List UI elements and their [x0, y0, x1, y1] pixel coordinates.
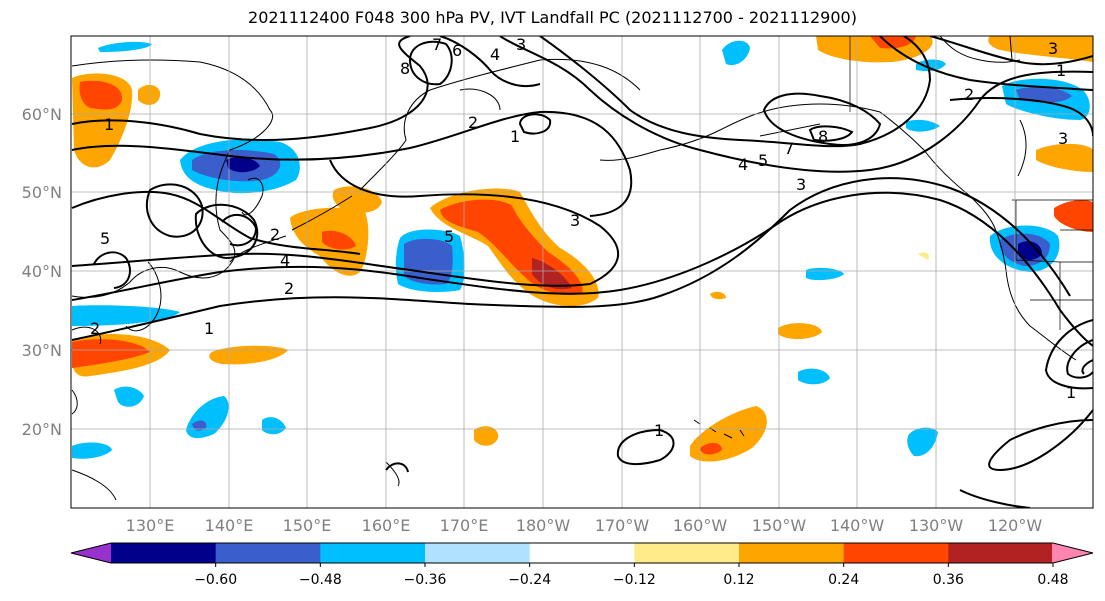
- contour-label: 3: [796, 175, 806, 194]
- negative-anomaly-us-west: [989, 225, 1060, 272]
- contour-label: 3: [516, 35, 526, 54]
- negative-anomaly-w1: [114, 386, 144, 407]
- contour-label: 5: [444, 227, 454, 246]
- lon-tick: 150°W: [752, 516, 807, 535]
- colorbar-tick-label: −0.36: [404, 572, 447, 588]
- positive-anomaly-east1: [1036, 143, 1093, 172]
- colorbar-segment: [529, 543, 635, 563]
- gridlines: [71, 36, 1093, 508]
- positive-anomaly-japan-south: [72, 334, 170, 377]
- negative-anomaly-w3: [262, 417, 286, 435]
- contour-label: 1: [510, 127, 520, 146]
- coastlines: [71, 36, 1077, 501]
- lon-tick-labels: 130°E 140°E 150°E 160°E 170°E 180°W 170°…: [126, 516, 1043, 535]
- colorbar-tick-label: −0.60: [194, 572, 237, 588]
- lon-tick: 130°E: [126, 516, 175, 535]
- contour-label: 3: [1058, 129, 1068, 148]
- contour-label: 1: [1066, 383, 1076, 402]
- map-frame: [70, 35, 1094, 509]
- negative-anomaly-e2: [916, 59, 946, 72]
- contour-label: 1: [654, 421, 664, 440]
- colorbar-segment: [739, 543, 845, 563]
- contour-label: 8: [818, 127, 828, 146]
- lon-tick: 170°W: [595, 516, 650, 535]
- colorbar-segment: [320, 543, 426, 563]
- lon-tick: 120°W: [988, 516, 1043, 535]
- positive-anomaly-east2: [1054, 199, 1093, 232]
- lon-tick: 150°E: [283, 516, 332, 535]
- colorbar-segment: [425, 543, 531, 563]
- negative-anomaly-w4: [72, 442, 112, 459]
- negative-anomaly-e3: [906, 119, 940, 132]
- lon-tick: 130°W: [909, 516, 964, 535]
- contour-label: 1: [204, 319, 214, 338]
- lon-tick: 180°W: [516, 516, 571, 535]
- positive-anomaly-hawaii: [690, 406, 767, 462]
- positive-anomaly-small: [138, 84, 161, 105]
- lat-tick: 60°N: [22, 105, 62, 124]
- contour-label: 2: [284, 279, 294, 298]
- contour-label: 3: [1048, 39, 1058, 58]
- colorbar-outline: [70, 542, 1094, 564]
- negative-anomaly-e1: [907, 427, 938, 457]
- positive-anomaly-speck: [918, 252, 930, 260]
- colorbar-tick-label: 0.36: [933, 572, 964, 588]
- lon-tick: 160°W: [673, 516, 728, 535]
- lat-tick: 20°N: [22, 420, 62, 439]
- colorbar-tick-label: −0.48: [299, 572, 342, 588]
- colorbar-segment: [843, 543, 949, 563]
- positive-anomaly-kuril: [290, 186, 382, 276]
- contour-label: 3: [570, 211, 580, 230]
- colorbar-tick-label: 0.12: [723, 572, 754, 588]
- colorbar-tick-label: 0.48: [1037, 572, 1068, 588]
- colorbar-segment: [634, 543, 740, 563]
- negative-anomaly-n1: [722, 40, 750, 66]
- lon-tick: 170°E: [440, 516, 489, 535]
- lon-tick: 160°E: [362, 516, 411, 535]
- positive-anomaly-tiny: [710, 291, 726, 300]
- ivt-contours: [71, 36, 1093, 508]
- colorbar-extend-min: [71, 543, 112, 563]
- colorbar-segment: [948, 543, 1054, 563]
- contour-label: 2: [270, 225, 280, 244]
- colorbar-tick-label: −0.24: [508, 572, 551, 588]
- contour-label: 7: [784, 139, 794, 158]
- contour-labels: 1 1 1 1 1 1 2 2 2 2 2 3 3 3 3 3 4 4 4 5 …: [90, 35, 1076, 440]
- positive-anomaly-ne-corner: [988, 36, 1093, 62]
- colorbar-segment: [111, 543, 217, 563]
- contour-label: 4: [490, 45, 500, 64]
- lat-tick: 40°N: [22, 262, 62, 281]
- contour-label: 4: [738, 155, 748, 174]
- contour-label: 2: [90, 319, 100, 338]
- lon-tick: 140°E: [205, 516, 254, 535]
- contour-label: 6: [452, 41, 462, 60]
- negative-anomaly-north: [98, 41, 152, 52]
- positive-anomaly-mid: [778, 323, 822, 340]
- colorbar: −0.60 −0.48 −0.36 −0.24 −0.12 0.12 0.24 0.36 0.4…: [70, 542, 1094, 588]
- colorbar-tick-label: −0.12: [613, 572, 656, 588]
- contour-label: 2: [964, 85, 974, 104]
- map-title: 2021112400 F048 300 hPa PV, IVT Landfall…: [248, 8, 857, 27]
- colorbar-segment: [215, 543, 321, 563]
- negative-anomaly-n3: [798, 368, 830, 385]
- contour-label: 2: [468, 113, 478, 132]
- pv-shading: [72, 36, 1093, 462]
- colorbar-tick-label: 0.24: [828, 572, 859, 588]
- contour-label: 1: [1056, 61, 1066, 80]
- contour-label: 5: [100, 229, 110, 248]
- lat-tick: 50°N: [22, 183, 62, 202]
- contour-label: 5: [758, 151, 768, 170]
- positive-anomaly-small2: [474, 426, 499, 446]
- contour-label: 8: [400, 59, 410, 78]
- lat-tick-labels: 20°N 30°N 40°N 50°N 60°N: [22, 105, 62, 439]
- lon-tick: 140°W: [830, 516, 885, 535]
- colorbar-extend-max: [1052, 543, 1093, 563]
- negative-anomaly-w2-core: [192, 420, 207, 431]
- contour-label: 7: [432, 35, 442, 54]
- lat-tick: 30°N: [22, 341, 62, 360]
- contour-label: 4: [280, 251, 290, 270]
- contour-label: 1: [104, 115, 114, 134]
